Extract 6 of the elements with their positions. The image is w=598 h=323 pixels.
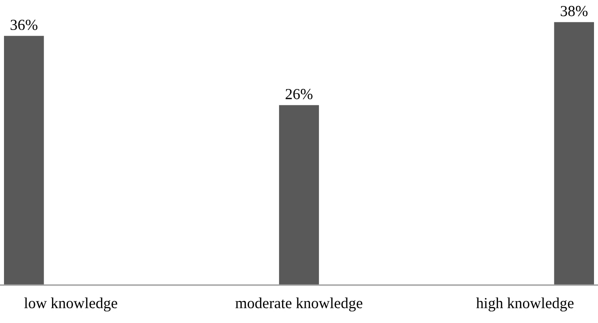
- x-tick-label: moderate knowledge: [235, 298, 362, 312]
- data-label: 26%: [286, 88, 312, 100]
- x-tick-label: low knowledge: [24, 298, 118, 312]
- data-label: 38%: [560, 6, 588, 16]
- data-label: 36%: [10, 20, 38, 30]
- x-tick-label: high knowledge: [476, 298, 574, 312]
